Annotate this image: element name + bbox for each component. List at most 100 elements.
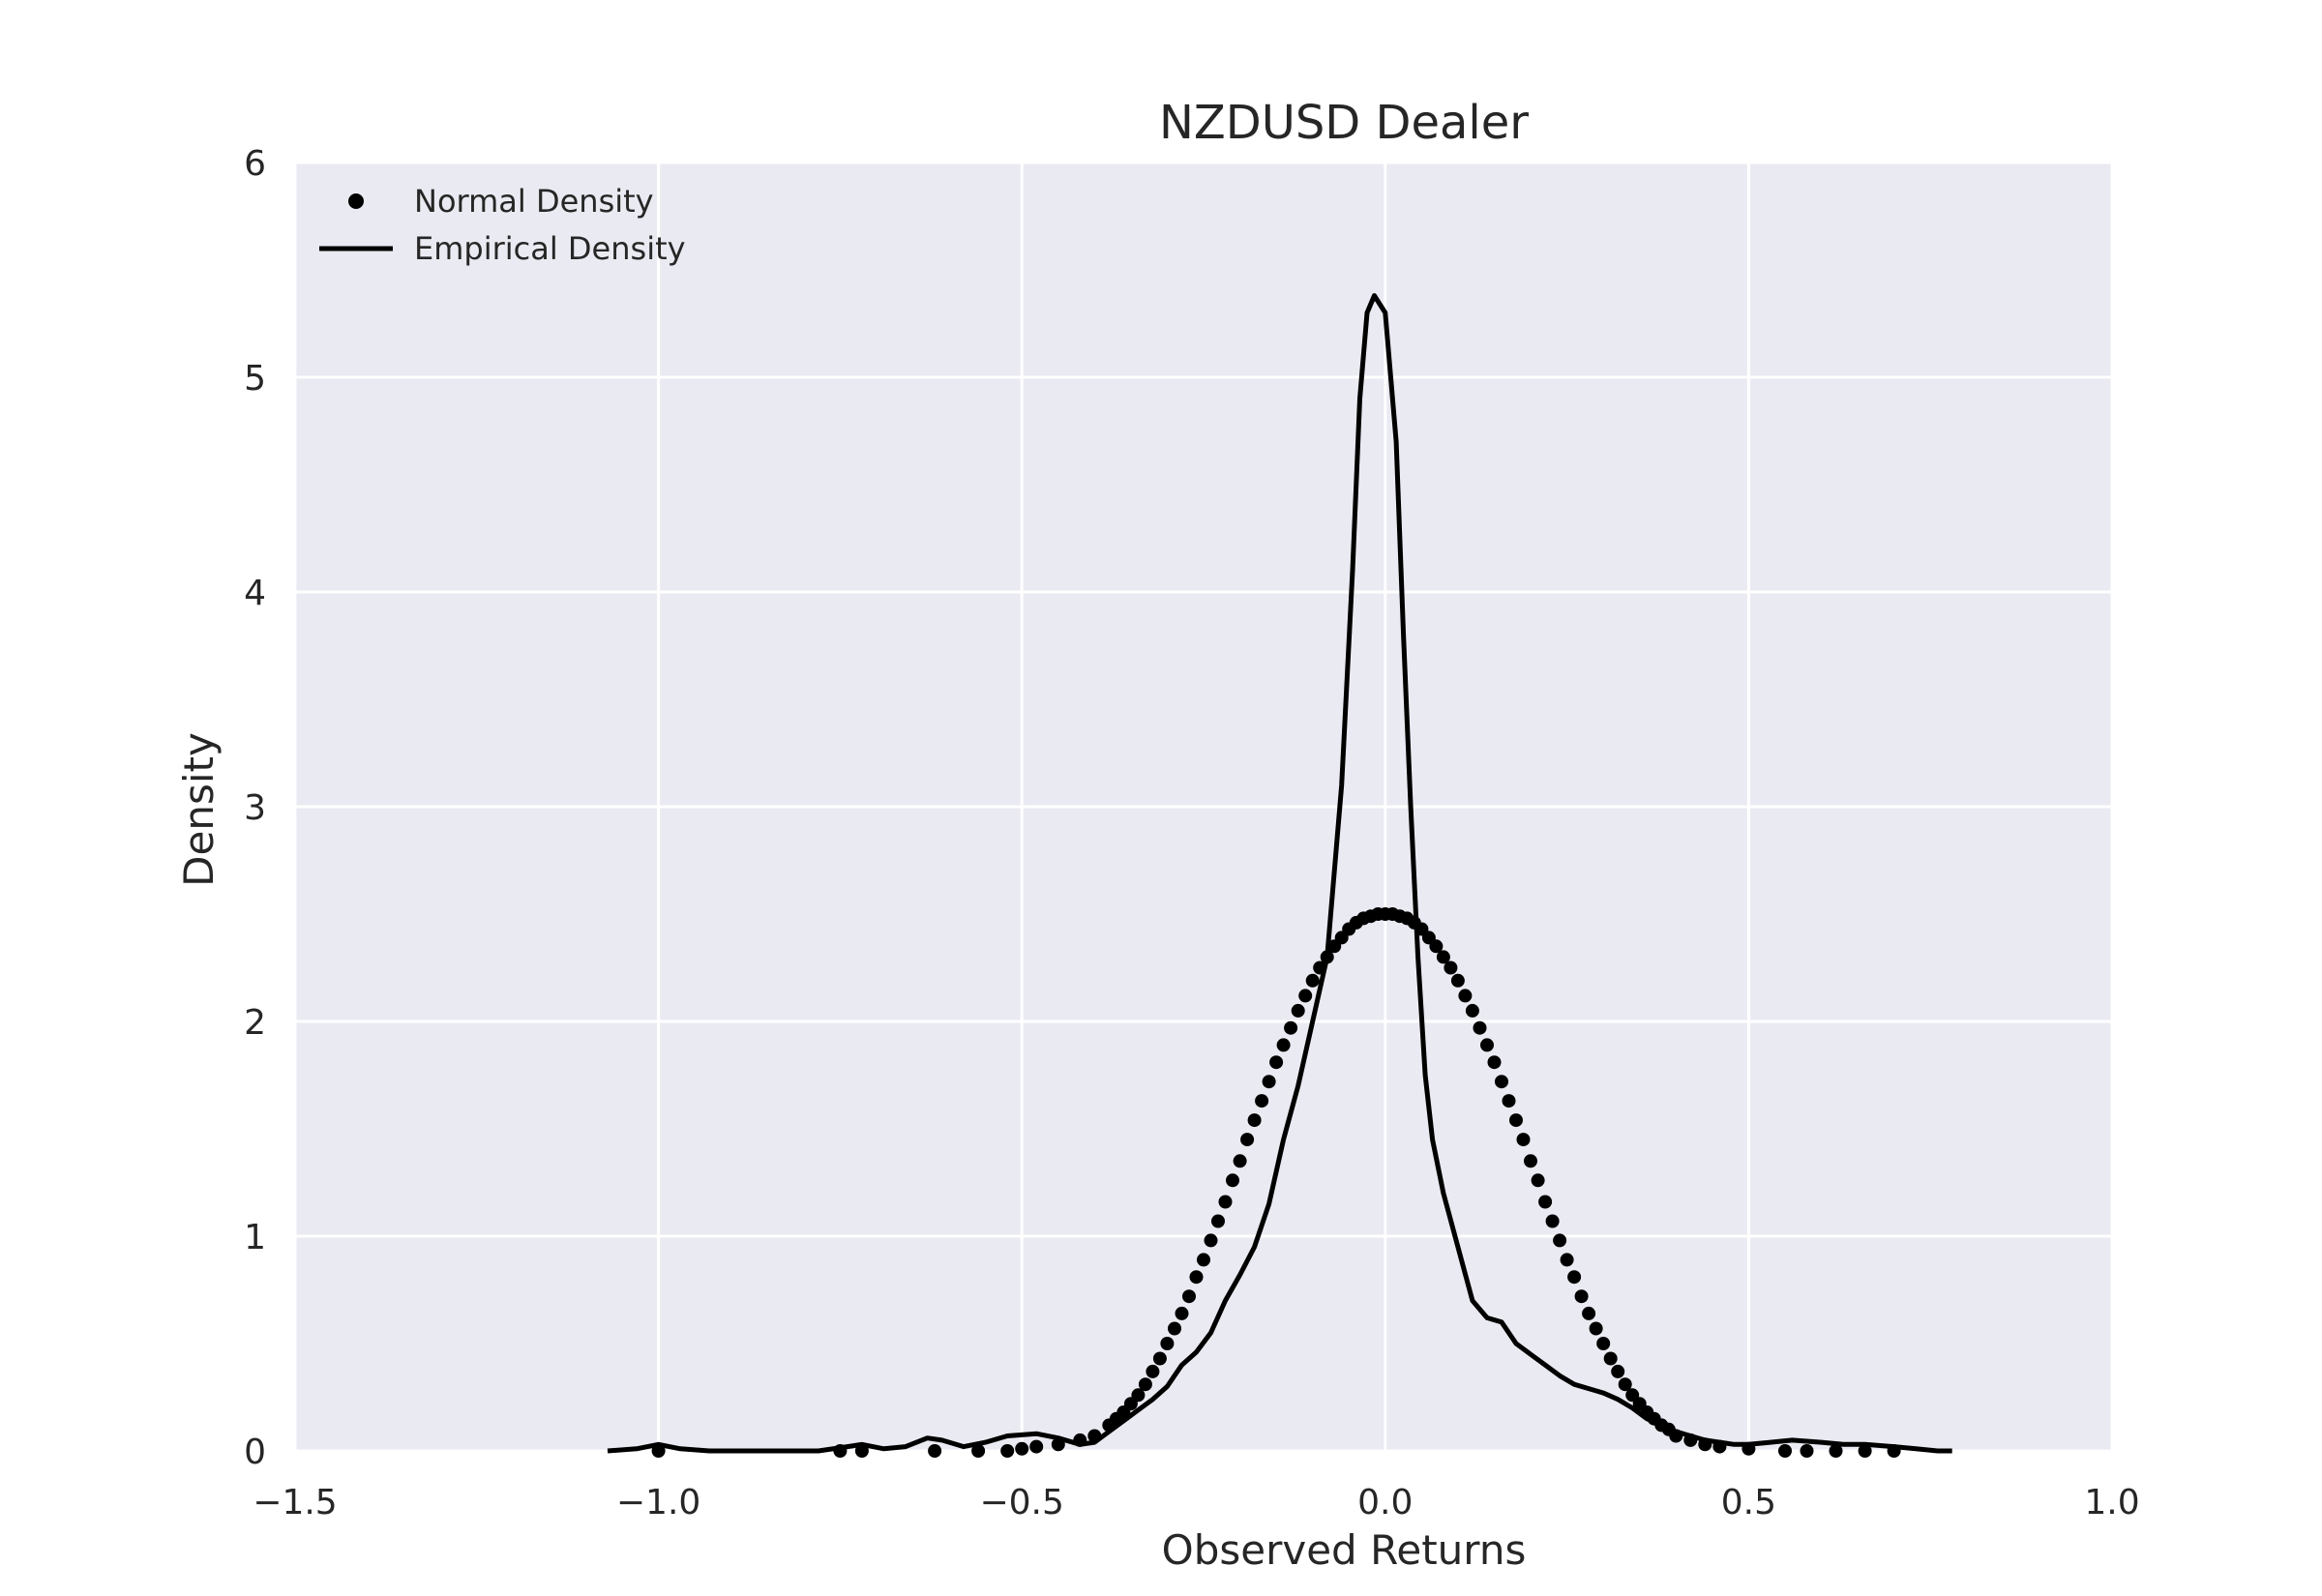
normal-density-point: [1073, 1433, 1087, 1447]
normal-density-point: [1509, 1113, 1523, 1128]
normal-density-point: [971, 1444, 986, 1458]
x-tick-label: 1.0: [2084, 1483, 2139, 1522]
y-tick-label: 3: [244, 788, 266, 828]
normal-density-point: [1603, 1351, 1618, 1366]
normal-density-point: [1204, 1233, 1218, 1248]
normal-density-point: [1669, 1429, 1683, 1443]
normal-density-point: [928, 1444, 942, 1458]
normal-density-point: [1829, 1444, 1843, 1458]
normal-density-point: [1582, 1306, 1596, 1320]
normal-density-point: [1168, 1321, 1181, 1336]
normal-density-point: [1487, 1055, 1502, 1070]
normal-density-point: [1226, 1173, 1239, 1188]
legend-label-normal-density: Normal Density: [414, 183, 654, 220]
normal-density-point: [1800, 1444, 1814, 1458]
normal-density-point: [1138, 1377, 1152, 1392]
normal-density-point: [1458, 989, 1473, 1003]
normal-density-point: [1524, 1154, 1537, 1168]
normal-density-point: [1545, 1214, 1560, 1228]
normal-density-point: [1742, 1441, 1756, 1456]
y-axis-ticks: 0 1 2 3 4 5 6: [244, 144, 266, 1472]
normal-density-point: [1291, 1003, 1305, 1018]
normal-density-point: [1502, 1094, 1516, 1108]
normal-density-point: [1444, 961, 1458, 975]
normal-density-point: [1618, 1377, 1632, 1392]
normal-density-point: [1596, 1337, 1611, 1350]
normal-density-point: [1240, 1133, 1255, 1147]
normal-density-point: [1560, 1253, 1574, 1267]
normal-density-point: [1175, 1306, 1189, 1320]
normal-density-point: [1313, 961, 1327, 975]
normal-density-point: [1698, 1437, 1712, 1452]
normal-density-point: [1320, 950, 1334, 964]
x-tick-label: −1.0: [616, 1483, 700, 1522]
normal-density-point: [1211, 1214, 1225, 1228]
normal-density-point: [1197, 1253, 1210, 1267]
normal-density-point: [1465, 1003, 1479, 1018]
normal-density-point: [1589, 1321, 1603, 1336]
normal-density-point: [1305, 973, 1320, 988]
normal-density-point: [1029, 1439, 1044, 1454]
series-layer: [607, 293, 1952, 1458]
normal-density-point: [1146, 1364, 1160, 1378]
legend-marker-normal-density: [348, 193, 364, 209]
normal-density-point: [1429, 939, 1444, 954]
x-tick-label: 0.0: [1357, 1483, 1413, 1522]
legend-label-empirical-density: Empirical Density: [414, 230, 686, 267]
normal-density-point: [1574, 1289, 1589, 1304]
normal-density-point: [1152, 1351, 1167, 1366]
normal-density-point: [1182, 1289, 1196, 1304]
normal-density-point: [833, 1444, 848, 1458]
x-axis-label: Observed Returns: [1162, 1526, 1527, 1574]
normal-density-point: [1233, 1154, 1247, 1168]
y-tick-label: 0: [244, 1433, 266, 1472]
y-axis-label: Density: [175, 732, 223, 887]
normal-density-point: [1683, 1433, 1698, 1447]
legend: Normal Density Empirical Density: [319, 183, 686, 267]
normal-density-point: [1611, 1364, 1625, 1378]
x-axis-ticks: −1.5 −1.0 −0.5 0.0 0.5 1.0: [253, 1483, 2139, 1522]
normal-density-point: [1538, 1195, 1553, 1209]
normal-density-point: [1450, 973, 1465, 988]
x-tick-label: −0.5: [979, 1483, 1063, 1522]
normal-density-point: [1298, 989, 1313, 1003]
normal-density-point: [1015, 1441, 1029, 1456]
normal-density-point: [1000, 1444, 1015, 1458]
normal-density-point: [1480, 1038, 1494, 1052]
normal-density-point: [1567, 1270, 1582, 1285]
normal-density-point: [854, 1444, 869, 1458]
y-tick-label: 6: [244, 144, 266, 184]
x-tick-label: −1.5: [253, 1483, 337, 1522]
y-tick-label: 4: [244, 574, 266, 613]
normal-density-point: [1255, 1094, 1269, 1108]
normal-density-point: [1189, 1270, 1204, 1285]
normal-density-point: [1087, 1429, 1102, 1443]
normal-density-point: [1531, 1173, 1545, 1188]
grid-lines: [293, 161, 2114, 1453]
normal-density-point: [1051, 1437, 1065, 1452]
normal-density-point: [1858, 1444, 1872, 1458]
normal-density-point: [1269, 1055, 1284, 1070]
normal-density-point: [1160, 1337, 1175, 1350]
normal-density-point: [651, 1444, 666, 1458]
y-tick-label: 1: [244, 1218, 266, 1257]
normal-density-point: [1778, 1444, 1792, 1458]
normal-density-point: [1218, 1195, 1233, 1209]
normal-density-point: [1495, 1075, 1508, 1089]
normal-density-point: [1131, 1388, 1146, 1403]
normal-density-point: [1284, 1020, 1298, 1035]
normal-density-point: [1262, 1075, 1276, 1089]
y-tick-label: 2: [244, 1003, 266, 1043]
x-tick-label: 0.5: [1721, 1483, 1776, 1522]
normal-density-point: [1436, 950, 1450, 964]
normal-density-point: [1276, 1038, 1291, 1052]
chart-title: NZDUSD Dealer: [1159, 96, 1529, 150]
normal-density-point: [1516, 1133, 1531, 1147]
normal-density-point: [1712, 1439, 1727, 1454]
normal-density-point: [1887, 1444, 1901, 1458]
normal-density-point: [1247, 1113, 1262, 1128]
normal-density-point: [1553, 1233, 1567, 1248]
normal-density-point: [1473, 1020, 1487, 1035]
y-tick-label: 5: [244, 359, 266, 399]
